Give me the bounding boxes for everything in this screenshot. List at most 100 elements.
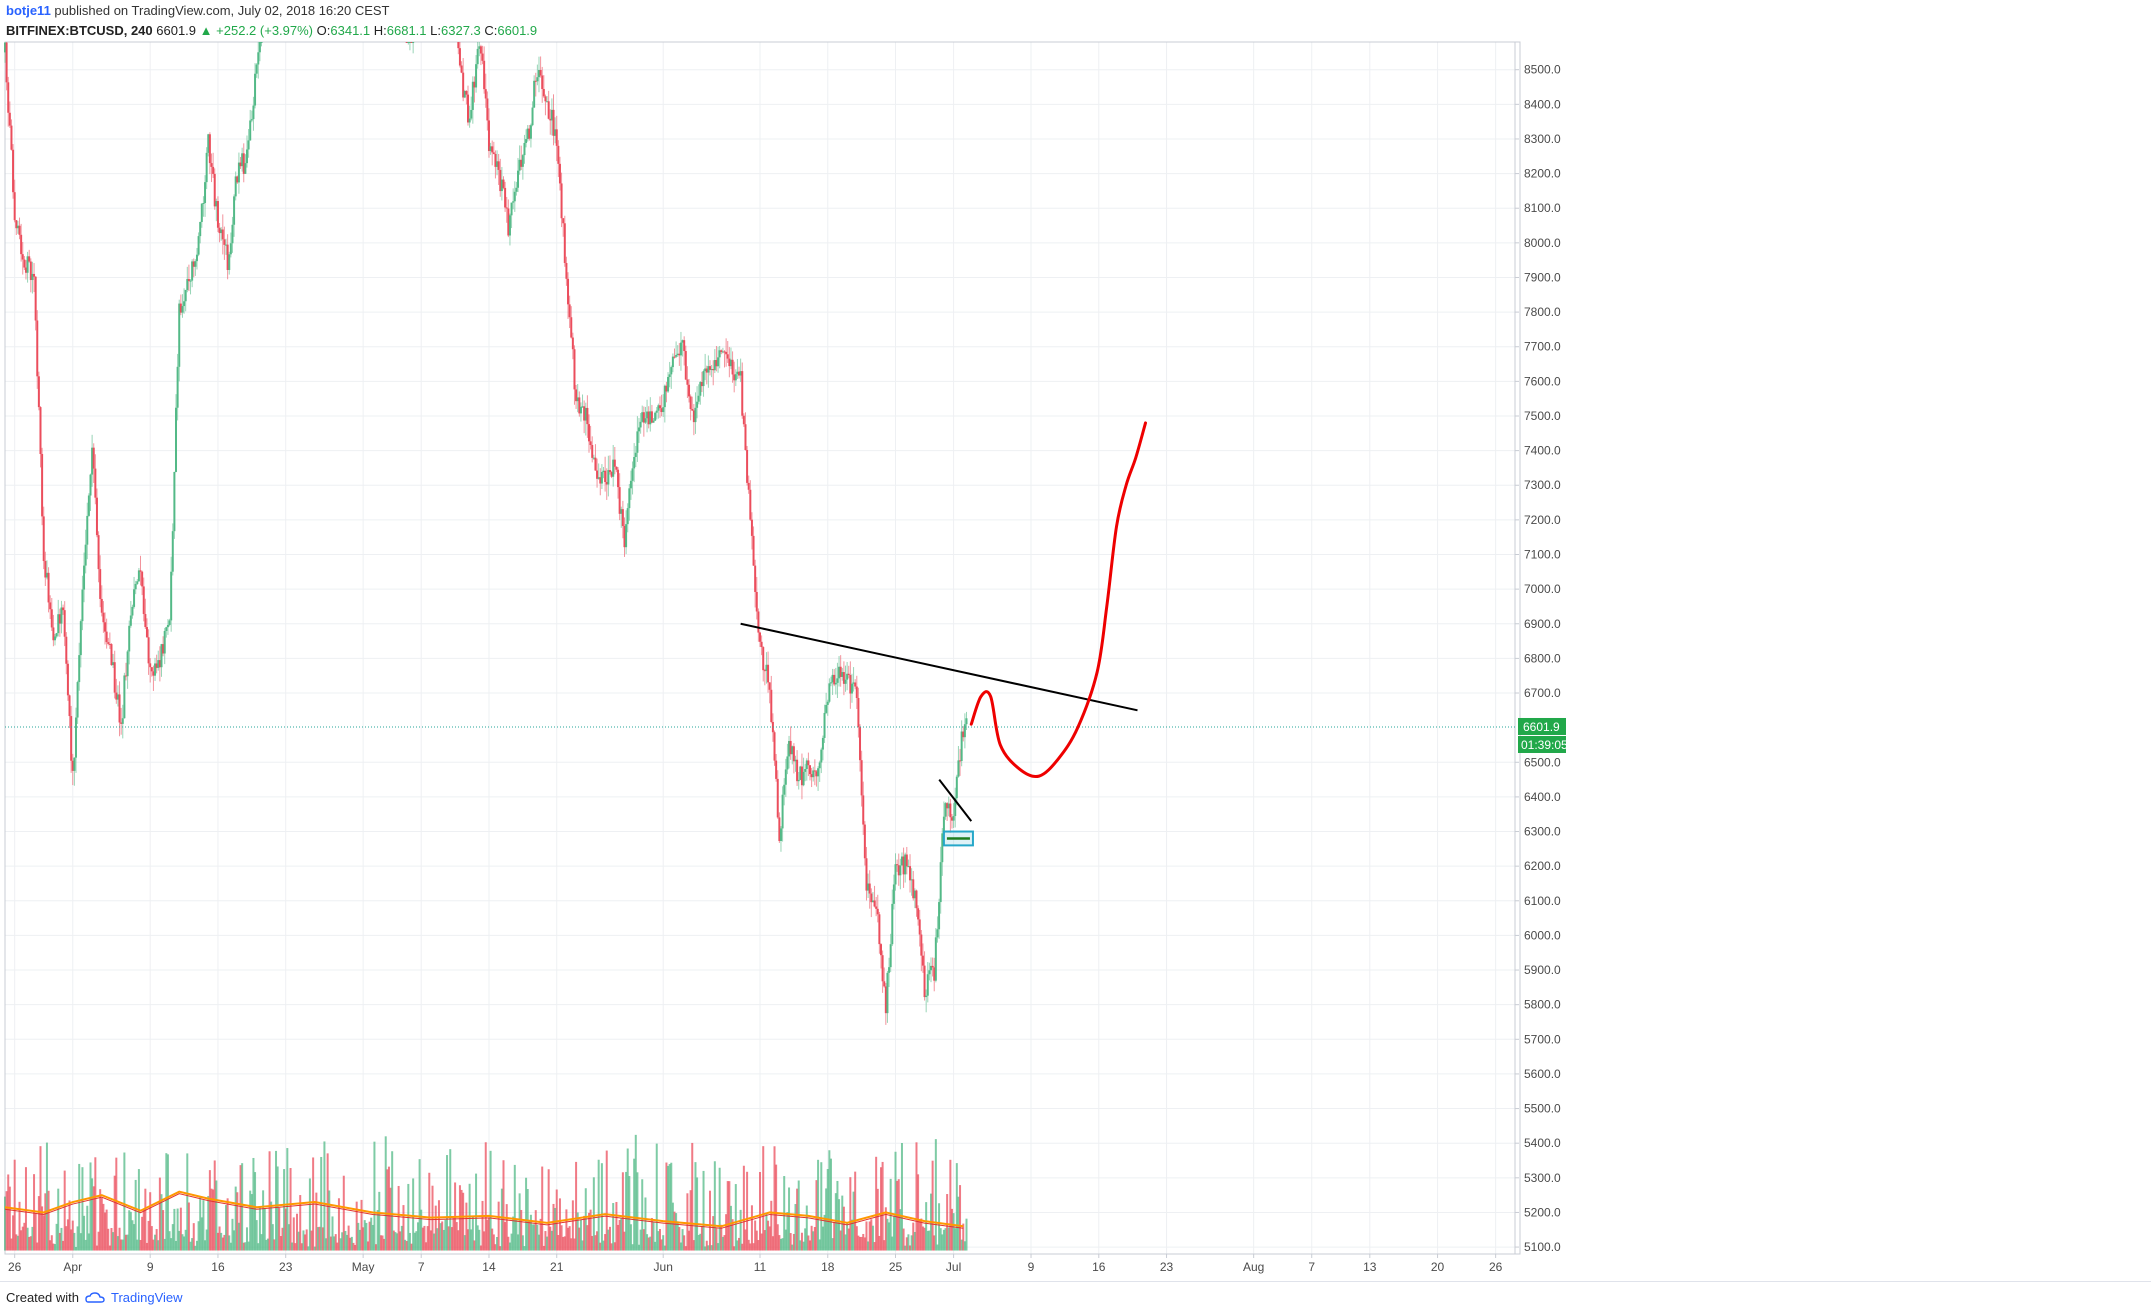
candles[interactable] [4,42,968,1025]
projection-curve[interactable] [969,421,1147,779]
volume-bar [642,1229,645,1251]
candle-body [471,81,474,110]
author-link[interactable]: botje11 [6,3,51,18]
candle [663,384,666,423]
volume-bar [487,1218,490,1251]
volume-bar [425,1242,428,1251]
candle [665,381,668,403]
volume-bar [226,1198,229,1251]
time-tick-label: 23 [1160,1260,1174,1274]
volume-bar [962,1223,965,1251]
candle-body [944,803,947,817]
candle-body [633,456,636,469]
volume-bar [710,1245,713,1251]
candle-body [868,883,871,894]
time-tick-label: 16 [211,1260,225,1274]
time-tick-label: 25 [889,1260,903,1274]
candle-body [715,360,718,367]
candle [492,141,495,155]
volume-bar [950,1208,953,1251]
candle [733,361,736,393]
volume-bar [525,1177,528,1251]
volume-bar [179,1207,182,1251]
volume-bar [673,1211,676,1251]
volume-bar [583,1215,586,1251]
volume-bar [697,1234,700,1251]
candle-body [100,598,103,613]
candle-body [18,225,21,235]
candle [846,661,849,691]
candle-body [881,955,884,982]
volume-bar [405,1240,408,1251]
volume-bar [362,1227,365,1251]
volume-bar [437,1200,440,1251]
candle-body [926,974,929,996]
price-axis[interactable]: 8500.08400.08300.08200.08100.08000.07900… [1515,63,1561,1254]
volume-ma-line [4,1190,964,1228]
candle [518,145,521,175]
time-axis[interactable]: 26 Apr 9 16 23 May 7 14 21 Jun 11 18 25 Jul 9 16 23 Aug 7 1… [8,1254,1503,1274]
candle-body [79,621,82,656]
candle [896,859,899,872]
candle-body [933,967,936,981]
volume-bar [463,1235,466,1251]
candle-body [791,746,794,755]
candle [767,651,770,693]
candle-body [237,162,240,183]
volume-bar [508,1242,511,1251]
volume-bar [71,1220,74,1251]
candle [904,852,907,883]
volume-bar [299,1195,302,1251]
volume-bar [681,1229,684,1251]
candle [194,259,197,276]
volume-bar [104,1212,107,1251]
candle-body [694,407,697,423]
volume-bar [536,1224,539,1251]
volume-bar [305,1229,308,1251]
candle-body [686,379,689,385]
volume-bar [228,1235,231,1251]
volume-bar [694,1162,697,1251]
candle [763,668,766,686]
candle [900,852,903,866]
volume-bar [794,1204,797,1251]
volume-bar [396,1233,399,1251]
candle [775,753,778,782]
price-tick-label: 6900.0 [1524,617,1561,631]
tradingview-link[interactable]: TradingView [110,1290,183,1305]
candle-body [220,229,223,234]
volume-bar [370,1217,373,1251]
candle-body [897,865,900,876]
resistance-trendline[interactable] [740,622,1138,712]
candle-body [768,682,771,690]
volume-bar [670,1162,673,1251]
candle [697,384,700,405]
candle-body [529,125,532,139]
price-tick-label: 5100.0 [1524,1240,1561,1254]
volume-bar [520,1209,523,1251]
candle [620,506,623,528]
volume-bar [854,1171,857,1251]
candle-body [518,159,521,171]
candle [596,458,599,488]
volume-bar [778,1235,781,1251]
volume-bar [492,1234,495,1251]
volume-bar [124,1234,127,1251]
candle-body [31,273,34,281]
candle [699,381,702,405]
candle-body [820,749,823,763]
short-trendline[interactable] [938,778,973,822]
time-tick-label: Jun [654,1260,673,1274]
volume-bar [850,1219,853,1251]
candle [802,757,805,787]
candle [681,339,684,357]
volume-bar [379,1235,382,1251]
candle [800,753,803,800]
candle [607,455,610,497]
volume-bar [846,1222,849,1251]
volume-bar [879,1167,882,1251]
created-with-text: Created with [6,1290,79,1305]
candle [679,331,682,371]
candle-body [889,944,892,968]
price-chart[interactable]: 8500.08400.08300.08200.08100.08000.07900… [0,0,2151,1280]
